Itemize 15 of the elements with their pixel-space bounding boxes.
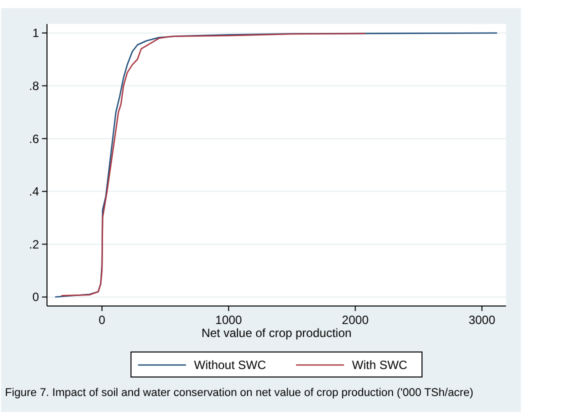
- y-tick-label: .6: [28, 132, 40, 146]
- y-tick-label: .2: [28, 237, 40, 252]
- x-tick-label: 0: [98, 313, 106, 327]
- y-tick-label: .4: [28, 184, 40, 199]
- legend-label: With SWC: [352, 358, 408, 372]
- x-tick-label: 2000: [342, 313, 369, 327]
- caption: Figure 7. Impact of soil and water conservation on net value of crop production ('000 TSh/acre): [5, 387, 474, 399]
- y-tick-label: 0: [32, 290, 40, 304]
- x-axis-title: Net value of crop production: [201, 326, 352, 340]
- line-series: [60, 32, 366, 296]
- x-tick-label: 3000: [468, 313, 496, 327]
- legend-label: Without SWC: [194, 358, 266, 372]
- y-tick-label: 1: [32, 26, 40, 40]
- y-tick-label: .8: [28, 78, 40, 93]
- x-tick-label: 1000: [215, 313, 242, 327]
